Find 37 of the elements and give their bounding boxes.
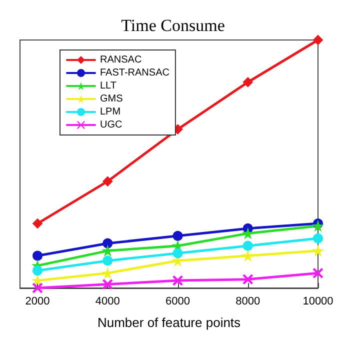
- point: [242, 240, 253, 251]
- point: [102, 176, 113, 186]
- point: [242, 77, 253, 88]
- point: [172, 276, 183, 286]
- legend-label: RANSAC: [100, 54, 142, 66]
- point: [242, 274, 253, 284]
- legend-label: LLT: [100, 80, 116, 92]
- x-axis-title: Number of feature points: [97, 315, 242, 330]
- point: [32, 283, 43, 293]
- point: [102, 246, 113, 256]
- chart-title: Time Consume: [121, 16, 225, 35]
- point: [172, 248, 183, 258]
- x-tick-label: 8000: [236, 296, 260, 308]
- legend-label: LPM: [100, 106, 121, 118]
- x-tick-label: 2000: [25, 296, 50, 308]
- x-tick-label: 4000: [95, 296, 120, 308]
- point: [102, 238, 113, 248]
- x-tick-label: 10000: [302, 296, 334, 308]
- legend-label: GMS: [100, 94, 124, 104]
- point: [313, 233, 323, 244]
- legend-label: FAST-RANSAC: [100, 68, 170, 78]
- point: [102, 268, 113, 278]
- point: [32, 266, 43, 276]
- point: [32, 218, 43, 229]
- point: [102, 256, 113, 266]
- point: [313, 268, 323, 278]
- point: [32, 276, 43, 286]
- point: [242, 228, 253, 238]
- point: [313, 246, 323, 256]
- point: [172, 230, 183, 241]
- point: [242, 250, 253, 261]
- x-tick-label: 6000: [166, 296, 190, 308]
- legend-label: UGC: [100, 120, 122, 130]
- point: [32, 250, 43, 261]
- point: [313, 221, 323, 231]
- point: [313, 35, 323, 45]
- point: [102, 279, 113, 290]
